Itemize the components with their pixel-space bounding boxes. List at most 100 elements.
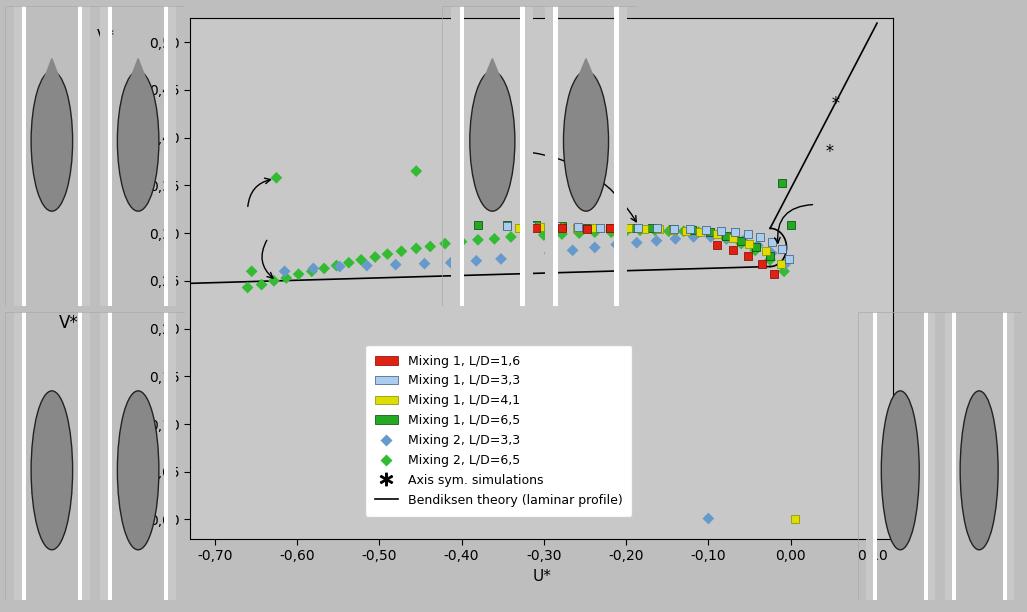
Bar: [923, 312, 927, 600]
Bar: [873, 312, 877, 600]
Mixing 1, L/D=3,3: [631, 223, 647, 233]
Bar: [80, 6, 89, 306]
Mixing 2, L/D=3,3: [443, 258, 459, 267]
Mixing 2, L/D=6,5: [408, 166, 424, 176]
Bar: [545, 6, 556, 306]
Mixing 1, L/D=1,6: [766, 269, 783, 279]
Text: V*: V*: [97, 29, 115, 45]
Mixing 2, L/D=6,5: [775, 266, 792, 276]
Mixing 1, L/D=3,3: [523, 222, 539, 231]
Mixing 2, L/D=6,5: [733, 239, 750, 248]
Text: *: *: [831, 95, 841, 113]
Polygon shape: [125, 59, 151, 92]
Mixing 1, L/D=6,5: [644, 223, 660, 233]
Mixing 2, L/D=6,5: [747, 245, 763, 255]
Mixing 2, L/D=3,3: [541, 248, 558, 258]
Mixing 1, L/D=1,6: [725, 245, 741, 255]
Bar: [22, 312, 27, 600]
Ellipse shape: [960, 391, 998, 550]
Bar: [452, 6, 462, 306]
Mixing 1, L/D=1,6: [554, 223, 570, 233]
Mixing 1, L/D=4,1: [510, 223, 527, 233]
Text: V*: V*: [60, 314, 79, 332]
Mixing 2, L/D=6,5: [586, 227, 603, 237]
Mixing 2, L/D=3,3: [468, 256, 485, 266]
Mixing 1, L/D=6,5: [554, 222, 570, 231]
Mixing 2, L/D=3,3: [387, 259, 404, 269]
Mixing 2, L/D=6,5: [353, 255, 370, 265]
Mixing 2, L/D=6,5: [647, 225, 663, 235]
Mixing 1, L/D=6,5: [701, 227, 718, 237]
Mixing 1, L/D=6,5: [748, 242, 764, 252]
Bar: [166, 6, 176, 306]
Mixing 1, L/D=3,3: [682, 225, 698, 234]
Bar: [952, 312, 956, 600]
Mixing 2, L/D=6,5: [519, 231, 535, 241]
Mixing 1, L/D=3,3: [774, 244, 791, 254]
Bar: [166, 312, 176, 600]
Mixing 2, L/D=6,5: [341, 258, 357, 267]
Mixing 1, L/D=4,1: [619, 223, 636, 233]
Mixing 1, L/D=4,1: [709, 229, 725, 239]
Bar: [163, 312, 168, 600]
Mixing 1, L/D=4,1: [692, 227, 709, 237]
Mixing 2, L/D=3,3: [565, 245, 581, 255]
Ellipse shape: [31, 391, 73, 550]
Mixing 2, L/D=6,5: [268, 173, 284, 182]
Mixing 2, L/D=6,5: [718, 234, 734, 244]
Mixing 1, L/D=3,3: [781, 254, 797, 264]
Mixing 1, L/D=3,3: [752, 232, 768, 242]
Ellipse shape: [117, 71, 159, 211]
Mixing 2, L/D=6,5: [304, 266, 320, 276]
Mixing 2, L/D=6,5: [676, 226, 692, 236]
Bar: [80, 312, 89, 600]
Mixing 2, L/D=3,3: [358, 261, 375, 271]
Mixing 2, L/D=6,5: [329, 261, 345, 271]
Bar: [108, 312, 113, 600]
Mixing 2, L/D=6,5: [408, 244, 424, 253]
Mixing 1, L/D=3,3: [548, 222, 565, 231]
Bar: [14, 312, 24, 600]
Mixing 1, L/D=4,1: [725, 233, 741, 243]
Mixing 1, L/D=4,1: [741, 239, 758, 248]
Bar: [22, 6, 27, 306]
Mixing 2, L/D=6,5: [453, 237, 469, 247]
Mixing 1, L/D=3,3: [726, 227, 743, 237]
Bar: [521, 6, 525, 306]
Mixing 2, L/D=6,5: [393, 247, 410, 256]
Bar: [101, 312, 110, 600]
Mixing 2, L/D=6,5: [705, 230, 721, 240]
Legend: Mixing 1, L/D=1,6, Mixing 1, L/D=3,3, Mixing 1, L/D=4,1, Mixing 1, L/D=6,5, Mixi: Mixing 1, L/D=1,6, Mixing 1, L/D=3,3, Mi…: [365, 345, 633, 517]
Mixing 2, L/D=6,5: [436, 239, 453, 248]
Mixing 1, L/D=3,3: [665, 225, 682, 234]
Mixing 1, L/D=1,6: [527, 223, 543, 233]
Mixing 2, L/D=3,3: [685, 232, 701, 242]
Bar: [866, 312, 875, 600]
Mixing 1, L/D=3,3: [498, 222, 515, 231]
Mixing 2, L/D=3,3: [416, 259, 432, 269]
Mixing 1, L/D=3,3: [592, 223, 608, 233]
Mixing 2, L/D=6,5: [762, 255, 778, 265]
Mixing 1, L/D=3,3: [570, 223, 586, 233]
Mixing 2, L/D=3,3: [750, 241, 766, 250]
Mixing 2, L/D=3,3: [305, 264, 321, 274]
Mixing 2, L/D=6,5: [603, 227, 619, 237]
Mixing 1, L/D=3,3: [763, 237, 779, 247]
Mixing 2, L/D=6,5: [502, 232, 519, 242]
Mixing 2, L/D=6,5: [291, 269, 307, 279]
Ellipse shape: [31, 71, 73, 211]
Mixing 2, L/D=3,3: [702, 232, 719, 242]
Mixing 1, L/D=6,5: [664, 225, 681, 234]
X-axis label: U*: U*: [532, 569, 551, 583]
Mixing 1, L/D=6,5: [527, 220, 543, 230]
Ellipse shape: [881, 391, 919, 550]
Bar: [554, 6, 558, 306]
Bar: [163, 6, 168, 306]
Mixing 1, L/D=4,1: [678, 226, 694, 236]
Mixing 2, L/D=3,3: [668, 234, 684, 244]
Polygon shape: [479, 59, 506, 92]
Mixing 1, L/D=3,3: [611, 223, 627, 233]
Mixing 2, L/D=3,3: [276, 266, 293, 276]
Mixing 1, L/D=6,5: [684, 225, 700, 235]
Mixing 1, L/D=6,5: [469, 220, 486, 230]
